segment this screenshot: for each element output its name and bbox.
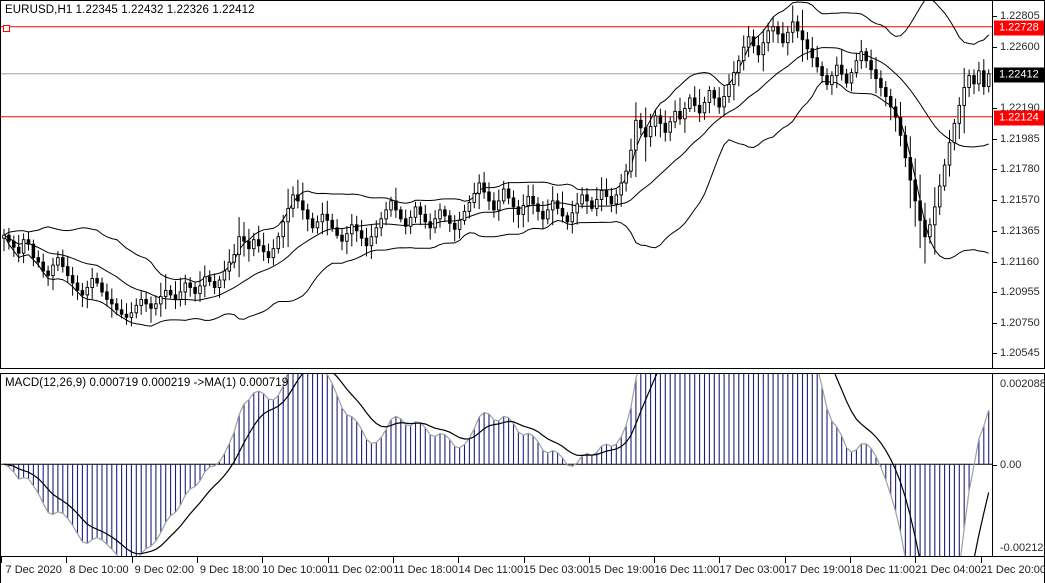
price-tick-label: 1.20545: [1000, 347, 1040, 360]
time-axis-label: 9 Dec 02:00: [134, 564, 194, 576]
time-axis-label: 14 Dec 11:00: [458, 564, 524, 576]
time-axis-label: 18 Dec 11:00: [850, 564, 915, 576]
resistance-label[interactable]: 1.22728: [994, 20, 1044, 36]
macd-chart-svg: [1, 374, 992, 556]
price-chart-svg: [1, 1, 992, 327]
time-axis-label: 15 Dec 03:00: [523, 564, 589, 576]
macd-chart-panel[interactable]: 0.002088 0.00 -0.002124 MACD(12,26,9) 0.00…: [0, 373, 1045, 557]
price-tick-label: 1.21780: [1000, 163, 1040, 176]
time-axis-label: 17 Dec 19:00: [784, 564, 851, 576]
time-axis-label: 10 Dec 10:00: [262, 564, 328, 576]
price-tick-label: 1.22600: [1000, 40, 1040, 53]
price-chart-header: EURUSD,H1 1.22345 1.22432 1.22326 1.2241…: [5, 4, 255, 16]
time-axis-label: 11 Dec 18:00: [393, 564, 458, 576]
time-axis-label: 9 Dec 18:00: [199, 564, 260, 576]
price-tick-label: 1.20750: [1000, 316, 1040, 329]
price-plot-area[interactable]: [1, 1, 992, 368]
time-axis-label: 21 Dec 20:00: [980, 564, 1045, 576]
price-tick-label: 1.21365: [1000, 225, 1040, 237]
price-tick-label: 1.21985: [1000, 132, 1040, 145]
macd-tick-label: 0.002088: [1000, 378, 1045, 390]
macd-tick-label: 0.00: [1000, 459, 1022, 472]
support-label[interactable]: 1.22124: [994, 110, 1044, 126]
time-axis-label: 17 Dec 03:00: [719, 564, 785, 576]
price-tick-label: 1.22805: [1000, 10, 1040, 23]
time-axis-label: 16 Dec 11:00: [654, 564, 720, 576]
time-axis[interactable]: 7 Dec 2020 8 Dec 10:00 9 Dec 02:00 9 Dec 18…: [0, 557, 1045, 583]
price-tick-label: 1.21570: [1000, 194, 1040, 207]
macd-chart-header: MACD(12,26,9) 0.000719 0.000219 ->MA(1) …: [5, 377, 289, 389]
macd-y-axis[interactable]: 0.002088 0.00 -0.002124: [992, 374, 1045, 556]
price-tick-label: 1.21160: [1000, 255, 1039, 268]
resistance-line-handle[interactable]: [3, 24, 10, 32]
price-y-axis[interactable]: 1.22805 1.22600 1.22190 1.21985 1.21780 1.215…: [992, 1, 1044, 368]
price-tick-label: 1.20955: [1000, 286, 1040, 299]
time-axis-label: 8 Dec 10:00: [69, 564, 129, 576]
time-axis-label: 7 Dec 2020: [5, 564, 62, 576]
current-price-label[interactable]: 1.22412: [994, 67, 1044, 83]
time-axis-label: 15 Dec 19:00: [588, 564, 655, 576]
time-axis-label: 11 Dec 02:00: [327, 564, 393, 576]
macd-tick-label: -0.002124: [1000, 542, 1045, 554]
macd-plot-area[interactable]: [1, 374, 992, 556]
time-axis-label: 21 Dec 04:00: [915, 564, 981, 576]
price-chart-panel[interactable]: 1.22805 1.22600 1.22190 1.21985 1.21780 1.215…: [0, 0, 1045, 369]
